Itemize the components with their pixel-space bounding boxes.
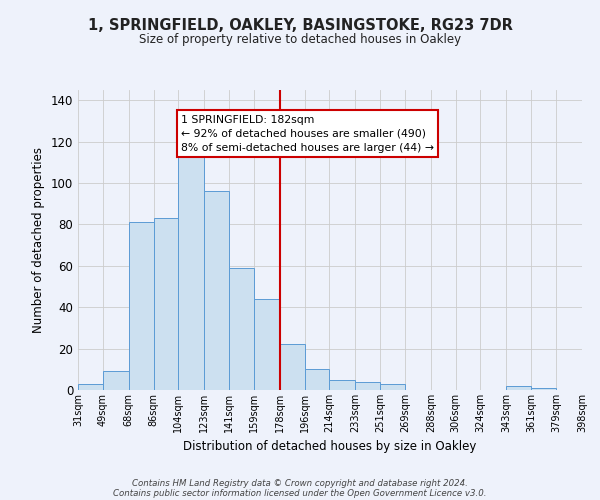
Bar <box>329 380 355 390</box>
Text: Contains HM Land Registry data © Crown copyright and database right 2024.: Contains HM Land Registry data © Crown c… <box>132 478 468 488</box>
Bar <box>280 344 305 390</box>
Text: 1, SPRINGFIELD, OAKLEY, BASINGSTOKE, RG23 7DR: 1, SPRINGFIELD, OAKLEY, BASINGSTOKE, RG2… <box>88 18 512 32</box>
Y-axis label: Number of detached properties: Number of detached properties <box>32 147 45 333</box>
Bar <box>305 370 329 390</box>
Bar <box>129 222 154 390</box>
Text: Contains public sector information licensed under the Open Government Licence v3: Contains public sector information licen… <box>113 488 487 498</box>
Bar <box>355 382 380 390</box>
Bar <box>103 372 129 390</box>
Bar <box>229 268 254 390</box>
Bar <box>154 218 178 390</box>
Bar <box>582 388 600 390</box>
Bar <box>78 384 103 390</box>
Bar <box>254 299 280 390</box>
Bar <box>178 152 205 390</box>
Text: 1 SPRINGFIELD: 182sqm
← 92% of detached houses are smaller (490)
8% of semi-deta: 1 SPRINGFIELD: 182sqm ← 92% of detached … <box>181 115 434 153</box>
Bar <box>205 192 229 390</box>
Bar <box>506 386 531 390</box>
Text: Size of property relative to detached houses in Oakley: Size of property relative to detached ho… <box>139 32 461 46</box>
Bar <box>531 388 556 390</box>
X-axis label: Distribution of detached houses by size in Oakley: Distribution of detached houses by size … <box>184 440 476 454</box>
Bar <box>380 384 405 390</box>
